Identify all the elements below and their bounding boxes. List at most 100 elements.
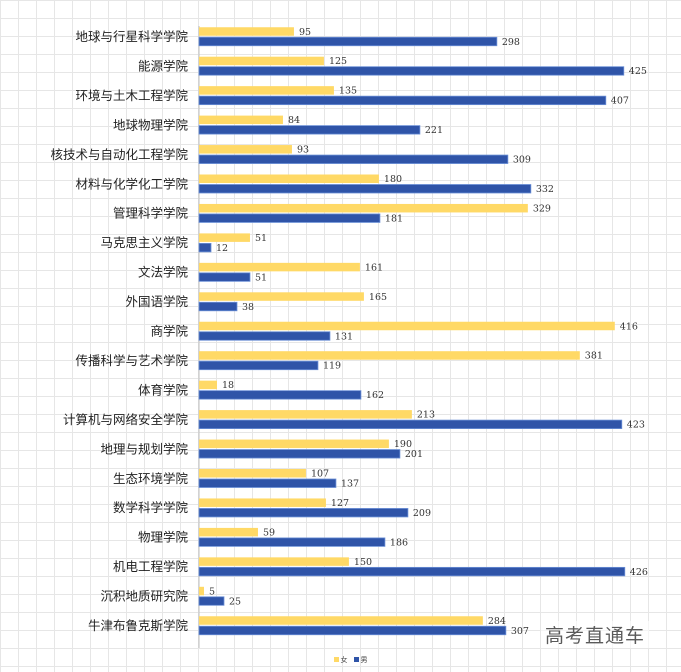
data-label-male: 25 — [229, 596, 241, 607]
data-label-female: 95 — [299, 27, 311, 38]
bar-male — [198, 36, 498, 47]
data-label-male: 298 — [502, 37, 520, 48]
category-label: 地理与规划学院 — [100, 441, 188, 456]
data-label-male: 221 — [425, 125, 443, 136]
category-label: 数学科学学院 — [113, 500, 189, 515]
bar-male — [198, 66, 625, 76]
data-label-male: 186 — [390, 537, 408, 548]
data-label-female: 5 — [209, 586, 215, 597]
bar-male — [198, 125, 421, 135]
data-label-male: 426 — [630, 567, 648, 578]
legend-label-male: 男 — [361, 656, 368, 664]
bar-male — [198, 390, 362, 400]
bar-male — [198, 213, 381, 223]
data-label-female: 329 — [533, 203, 551, 214]
bar-male — [198, 242, 212, 253]
data-label-male: 162 — [366, 390, 384, 401]
bar-female — [199, 616, 483, 625]
category-label: 传播科学与艺术学院 — [75, 353, 188, 368]
data-label-female: 416 — [620, 321, 638, 332]
bar-female — [199, 233, 250, 242]
legend-label-female: 女 — [341, 655, 348, 664]
bar-female — [199, 115, 283, 125]
bar-female — [199, 469, 306, 478]
data-label-female: 150 — [354, 557, 372, 568]
data-label-male: 309 — [513, 155, 531, 166]
bar-female — [199, 527, 258, 537]
category-label: 环境与土木工程学院 — [75, 88, 188, 103]
bar-male — [198, 566, 626, 577]
data-label-female: 165 — [369, 292, 387, 303]
data-label-female: 59 — [263, 527, 275, 538]
bar-female — [199, 292, 364, 301]
data-label-male: 181 — [385, 213, 403, 224]
bar-female — [199, 56, 324, 66]
data-label-female: 190 — [394, 439, 412, 450]
category-label: 外国语学院 — [125, 294, 188, 309]
category-label: 体育学院 — [138, 382, 189, 397]
category-label: 地球与行星科学学院 — [75, 29, 188, 44]
bar-male — [198, 537, 386, 547]
bar-female — [199, 351, 580, 360]
bar-male — [198, 95, 607, 106]
bar-female — [199, 380, 217, 390]
data-label-female: 135 — [339, 86, 357, 97]
category-label: 计算机与网络安全学院 — [63, 412, 189, 427]
data-label-male: 51 — [255, 272, 267, 283]
category-label: 管理科学学院 — [113, 206, 189, 221]
data-label-male: 332 — [536, 184, 554, 195]
bar-female — [199, 586, 204, 596]
category-label: 牛津布鲁克斯学院 — [88, 618, 189, 633]
data-label-female: 127 — [331, 498, 349, 509]
legend-swatch-male — [354, 657, 359, 662]
data-label-male: 307 — [511, 626, 529, 637]
bar-female — [199, 410, 412, 419]
category-label: 商学院 — [150, 324, 188, 339]
bar-female — [199, 557, 349, 566]
category-label: 文法学院 — [138, 265, 189, 280]
bar-female — [199, 439, 389, 449]
bar-female — [199, 203, 528, 213]
data-label-female: 107 — [311, 469, 329, 480]
bar-male — [198, 625, 507, 636]
legend: 女男 — [334, 655, 368, 664]
bar-male — [198, 419, 623, 430]
data-label-female: 180 — [384, 174, 402, 185]
data-label-male: 407 — [611, 96, 629, 107]
bar-female — [199, 321, 615, 331]
bar-male — [198, 508, 409, 518]
data-label-female: 93 — [297, 145, 309, 156]
data-label-female: 51 — [255, 233, 267, 244]
data-label-male: 425 — [629, 66, 647, 77]
data-label-female: 125 — [329, 56, 347, 67]
data-label-male: 137 — [341, 479, 359, 490]
bar-female — [199, 262, 360, 272]
data-label-male: 12 — [216, 243, 228, 254]
category-label: 地球物理学院 — [113, 117, 189, 132]
bar-male — [198, 272, 251, 282]
data-label-male: 119 — [323, 361, 341, 372]
data-label-male: 423 — [627, 420, 645, 431]
data-label-female: 381 — [585, 351, 603, 362]
bar-male — [198, 360, 319, 371]
category-label: 材料与化学化工学院 — [75, 176, 188, 191]
category-label: 生态环境学院 — [113, 471, 189, 486]
bar-female — [199, 86, 334, 95]
bar-male — [198, 331, 331, 341]
category-label: 机电工程学院 — [113, 559, 189, 574]
bar-male — [198, 301, 238, 312]
category-label: 核技术与自动化工程学院 — [50, 147, 188, 162]
bar-female — [199, 498, 326, 507]
data-label-male: 131 — [335, 331, 353, 342]
bar-male — [198, 596, 225, 606]
bar-male — [198, 478, 337, 488]
bar-male — [198, 184, 532, 194]
data-label-female: 84 — [288, 115, 300, 126]
bar-female — [199, 27, 294, 36]
data-label-female: 161 — [365, 262, 383, 273]
bar-male — [198, 449, 401, 459]
data-label-male: 201 — [405, 449, 423, 460]
category-label: 能源学院 — [138, 58, 189, 73]
category-label: 马克思主义学院 — [100, 235, 188, 250]
